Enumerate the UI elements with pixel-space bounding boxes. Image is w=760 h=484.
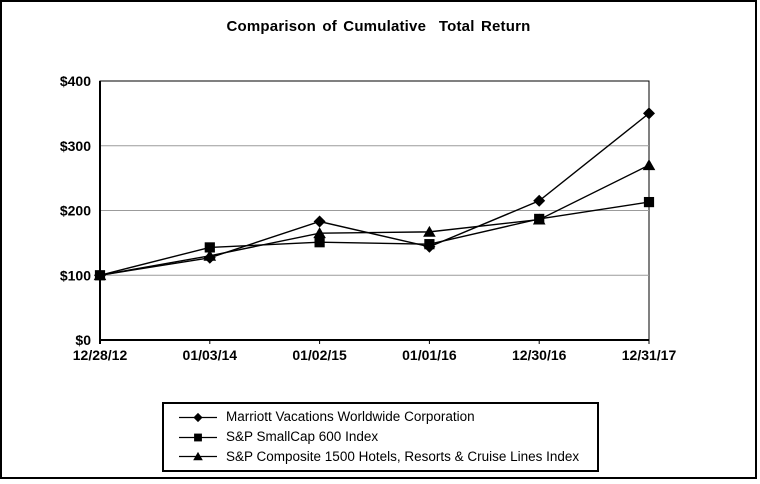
legend-label: S&P SmallCap 600 Index [226, 429, 379, 445]
legend-item-marriott-vacations: Marriott Vacations Worldwide Corporation [179, 410, 597, 424]
triangle-marker [423, 225, 436, 237]
y-axis-label: $0 [75, 332, 91, 348]
square-marker [314, 237, 325, 248]
square-marker [534, 213, 545, 225]
chart-title: Comparison of Cumulative Total Return [226, 18, 531, 35]
y-axis-label: $400 [60, 73, 91, 89]
triangle-marker [203, 249, 217, 261]
diamond-marker [643, 107, 655, 120]
series-line-square [99, 201, 650, 276]
triangle-marker-icon [179, 452, 217, 461]
square-marker [643, 196, 655, 208]
x-axis-label: 01/03/14 [183, 347, 238, 363]
series-line-triangle [99, 164, 650, 276]
triangle-marker [193, 452, 203, 461]
x-axis-label: 12/30/16 [512, 347, 567, 363]
square-marker [424, 239, 435, 250]
legend-item-sp-smallcap-600: S&P SmallCap 600 Index [179, 430, 597, 444]
diamond-marker [193, 412, 203, 422]
y-axis-label: $300 [60, 138, 91, 154]
diamond-marker-icon [179, 412, 217, 422]
square-marker [204, 242, 215, 253]
legend-item-sp-composite-1500-hotels: S&P Composite 1500 Hotels, Resorts & Cru… [179, 450, 597, 464]
chart-legend: Marriott Vacations Worldwide Corporation… [162, 402, 599, 472]
y-axis-label: $100 [60, 267, 91, 283]
diamond-marker [533, 194, 546, 207]
y-axis-label: $200 [60, 203, 91, 219]
square-marker [194, 433, 202, 441]
x-axis-label: 01/01/16 [402, 347, 457, 363]
x-axis-label: 12/31/17 [622, 347, 677, 363]
square-marker-icon [179, 433, 217, 441]
series-line-diamond [99, 112, 650, 276]
diamond-marker [313, 215, 326, 228]
triangle-marker [313, 227, 326, 239]
x-axis-label: 01/02/15 [292, 347, 347, 363]
legend-label: Marriott Vacations Worldwide Corporation [226, 409, 475, 425]
square-marker [94, 270, 106, 281]
x-axis-label: 12/28/12 [73, 347, 128, 363]
triangle-marker [642, 159, 656, 171]
legend-label: S&P Composite 1500 Hotels, Resorts & Cru… [226, 449, 580, 465]
